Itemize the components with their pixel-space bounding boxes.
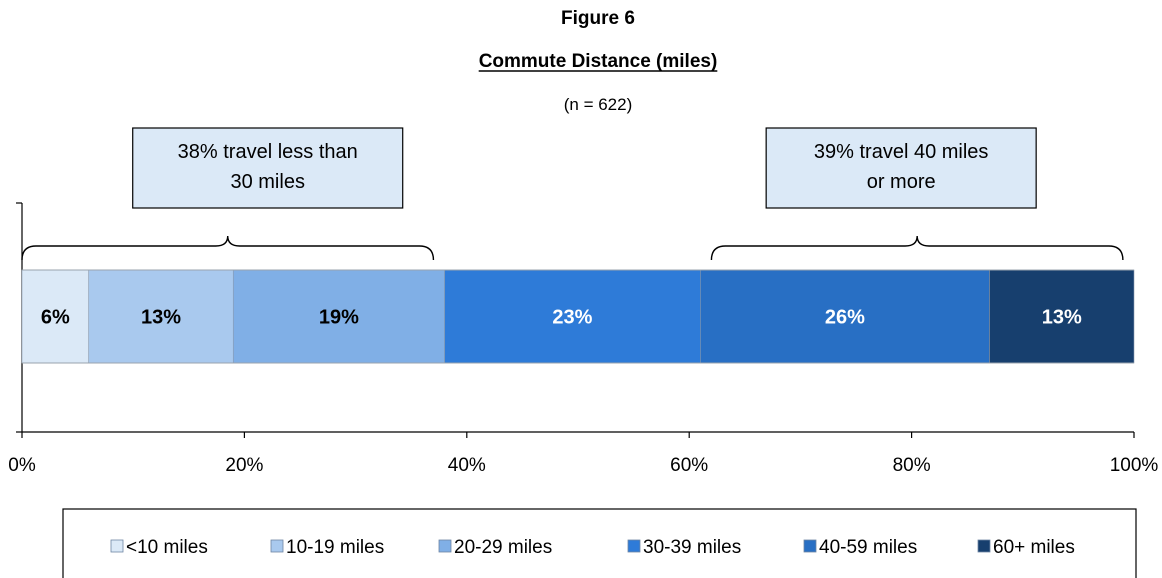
legend-label: 20-29 miles — [454, 537, 552, 558]
chart-title: Commute Distance (miles) — [479, 51, 718, 72]
legend-swatch — [110, 539, 124, 553]
bar-data-label: 23% — [552, 307, 592, 329]
legend-label: 10-19 miles — [286, 537, 384, 558]
x-tick-label: 100% — [1110, 455, 1159, 476]
bar-data-label: 6% — [41, 307, 70, 329]
bar-data-label: 13% — [1042, 307, 1082, 329]
legend-swatch — [977, 539, 991, 553]
bar-segment — [232, 269, 445, 364]
callout-box — [132, 127, 404, 209]
callout-text: 39% travel 40 miles — [814, 141, 989, 163]
x-tick-label: 40% — [448, 455, 486, 476]
figure-label: Figure 6 — [561, 8, 635, 29]
legend-swatch — [438, 539, 452, 553]
x-axis-ticks: 0% 20% 40% 60% 80% 100% — [8, 432, 1158, 476]
callout-box — [765, 127, 1037, 209]
legend-box — [62, 508, 1137, 578]
x-tick-label: 80% — [893, 455, 931, 476]
bar-segment — [700, 269, 990, 364]
bar-data-label: 13% — [141, 307, 181, 329]
legend-swatch — [627, 539, 641, 553]
bar-segments: 6% 13% 19% 23% 26% 13% — [21, 269, 1135, 364]
bar-data-label: 19% — [319, 307, 359, 329]
bar-segment — [444, 269, 701, 364]
bar-segment — [88, 269, 234, 364]
callout-text: 38% travel less than — [178, 141, 358, 163]
x-tick-label: 60% — [670, 455, 708, 476]
legend-label: <10 miles — [126, 537, 208, 558]
legend-label: 40-59 miles — [819, 537, 917, 558]
legend-swatch — [270, 539, 284, 553]
bar-segment — [989, 269, 1135, 364]
legend: <10 miles 10-19 miles 20-29 miles 30-39 mil… — [62, 508, 1137, 578]
annotation-brace — [710, 235, 1124, 261]
annotation-brace — [21, 235, 435, 261]
callout-text: or more — [867, 171, 936, 193]
legend-label: 30-39 miles — [643, 537, 741, 558]
bar-segment — [21, 269, 90, 364]
callout-text: 30 miles — [230, 171, 304, 193]
x-tick-label: 20% — [225, 455, 263, 476]
bar-data-label: 26% — [825, 307, 865, 329]
legend-swatch — [803, 539, 817, 553]
sample-size: (n = 622) — [564, 95, 633, 114]
x-tick-label: 0% — [8, 455, 36, 476]
legend-label: 60+ miles — [993, 537, 1075, 558]
y-axis-ticks — [16, 202, 22, 433]
annotations: 38% travel less than 30 miles 39% travel 4… — [21, 127, 1124, 261]
